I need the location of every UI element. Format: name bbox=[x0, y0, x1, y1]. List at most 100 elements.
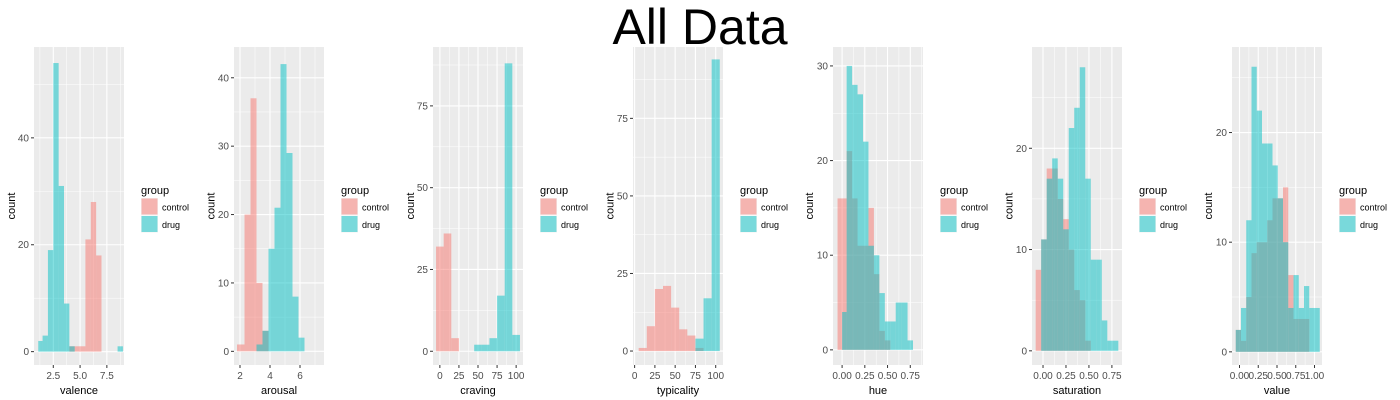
legend-key-control bbox=[740, 198, 757, 215]
y-tick-label: 0 bbox=[822, 345, 828, 356]
x-tick-label: 2 bbox=[237, 371, 243, 382]
x-tick-label: 7.5 bbox=[100, 371, 114, 382]
x-tick-label: 0.00 bbox=[1033, 371, 1053, 382]
bar-drug bbox=[890, 321, 896, 350]
x-tick-label: 0.25 bbox=[855, 371, 875, 382]
y-tick-label: 0 bbox=[422, 347, 428, 358]
bar-drug bbox=[1052, 158, 1058, 351]
bar-drug bbox=[907, 340, 913, 350]
bar-control bbox=[96, 255, 102, 352]
y-tick-label: 75 bbox=[617, 114, 629, 125]
y-tick-label: 10 bbox=[1016, 245, 1028, 256]
bar-control bbox=[80, 346, 86, 352]
bar-drug bbox=[842, 312, 847, 350]
y-tick-label: 40 bbox=[18, 133, 30, 144]
bar-drug bbox=[512, 334, 520, 352]
chart-typicality: 0 25 50 75 0 25 50 75 100 typicality count group con… bbox=[605, 47, 788, 397]
legend-label-control: control bbox=[162, 203, 189, 213]
y-tick-label: 20 bbox=[817, 156, 829, 167]
bar-control bbox=[837, 198, 843, 350]
bar-drug bbox=[1112, 340, 1119, 351]
y-tick-label: 0 bbox=[223, 347, 229, 358]
y-tick-label: 20 bbox=[1216, 128, 1228, 139]
y-tick-label: 10 bbox=[1216, 238, 1228, 249]
y-tick-label: 10 bbox=[817, 251, 829, 262]
y-axis-title: count bbox=[804, 193, 816, 220]
bar-drug bbox=[1057, 178, 1064, 351]
x-tick-label: 0 bbox=[437, 371, 443, 382]
x-tick-label: 0.25 bbox=[1056, 371, 1076, 382]
x-axis-title: hue bbox=[869, 385, 887, 397]
x-axis-title: valence bbox=[60, 385, 98, 397]
x-tick-label: 75 bbox=[492, 371, 504, 382]
legend-key-drug bbox=[341, 216, 358, 232]
x-tick-label: 0.00 bbox=[1230, 371, 1250, 382]
y-tick-label: 50 bbox=[617, 191, 629, 202]
bar-drug bbox=[504, 63, 513, 352]
bar-drug bbox=[117, 346, 123, 352]
bar-control bbox=[671, 307, 680, 352]
x-tick-label: 25 bbox=[453, 371, 465, 382]
x-tick-label: 0.75 bbox=[1286, 371, 1306, 382]
legend-label-drug: drug bbox=[1160, 220, 1178, 230]
bar-drug bbox=[47, 250, 54, 352]
bar-drug bbox=[64, 303, 70, 352]
legend-key-drug bbox=[540, 216, 557, 232]
bar-drug bbox=[846, 65, 853, 350]
bar-drug bbox=[1262, 143, 1268, 352]
x-tick-label: 25 bbox=[649, 371, 661, 382]
bar-drug bbox=[695, 338, 704, 352]
y-tick-label: 25 bbox=[617, 269, 629, 280]
bar-drug bbox=[1074, 107, 1080, 351]
bar-drug bbox=[497, 295, 505, 352]
bar-drug bbox=[1314, 307, 1320, 352]
bar-drug bbox=[873, 255, 880, 350]
bar-drug bbox=[901, 302, 908, 350]
legend-label-control: control bbox=[362, 203, 389, 213]
legend-title: group bbox=[341, 185, 369, 197]
legend-key-drug bbox=[1339, 216, 1356, 232]
bar-control bbox=[687, 335, 696, 352]
y-tick-label: 0 bbox=[1221, 347, 1227, 358]
bar-drug bbox=[852, 84, 858, 350]
bar-drug bbox=[1101, 320, 1108, 351]
y-axis-title: count bbox=[405, 193, 417, 220]
bar-drug bbox=[1267, 143, 1273, 352]
bar-drug bbox=[256, 344, 263, 352]
x-tick-label: 100 bbox=[707, 371, 724, 382]
legend-key-control bbox=[341, 198, 358, 215]
bar-control bbox=[436, 246, 444, 352]
bar-drug bbox=[286, 153, 293, 352]
legend-key-drug bbox=[940, 216, 957, 232]
bar-drug bbox=[280, 64, 287, 352]
bar-drug bbox=[1304, 286, 1310, 352]
bar-drug bbox=[1309, 307, 1315, 352]
y-tick-label: 20 bbox=[1016, 144, 1028, 155]
bar-drug bbox=[1079, 67, 1086, 351]
bar-drug bbox=[1256, 110, 1262, 352]
bar-drug bbox=[857, 94, 863, 350]
bar-drug bbox=[1041, 239, 1047, 351]
x-axis-title: craving bbox=[460, 385, 495, 397]
bar-control bbox=[646, 326, 655, 352]
x-axis-title: saturation bbox=[1053, 385, 1101, 397]
bar-control bbox=[85, 239, 91, 352]
y-tick-label: 20 bbox=[18, 240, 30, 251]
x-tick-label: 5.0 bbox=[73, 371, 87, 382]
x-tick-label: 0 bbox=[632, 371, 638, 382]
y-tick-label: 25 bbox=[417, 265, 429, 276]
bar-control bbox=[1035, 269, 1042, 351]
x-tick-label: 6 bbox=[297, 371, 303, 382]
y-tick-label: 30 bbox=[817, 61, 829, 72]
bar-drug bbox=[1085, 178, 1091, 351]
bar-drug bbox=[868, 245, 874, 350]
x-tick-label: 1.00 bbox=[1305, 371, 1325, 382]
y-tick-label: 0 bbox=[23, 347, 29, 358]
bar-drug bbox=[489, 338, 498, 352]
x-axis-title: value bbox=[1264, 385, 1290, 397]
bar-drug bbox=[1288, 307, 1294, 352]
y-tick-label: 50 bbox=[417, 183, 429, 194]
